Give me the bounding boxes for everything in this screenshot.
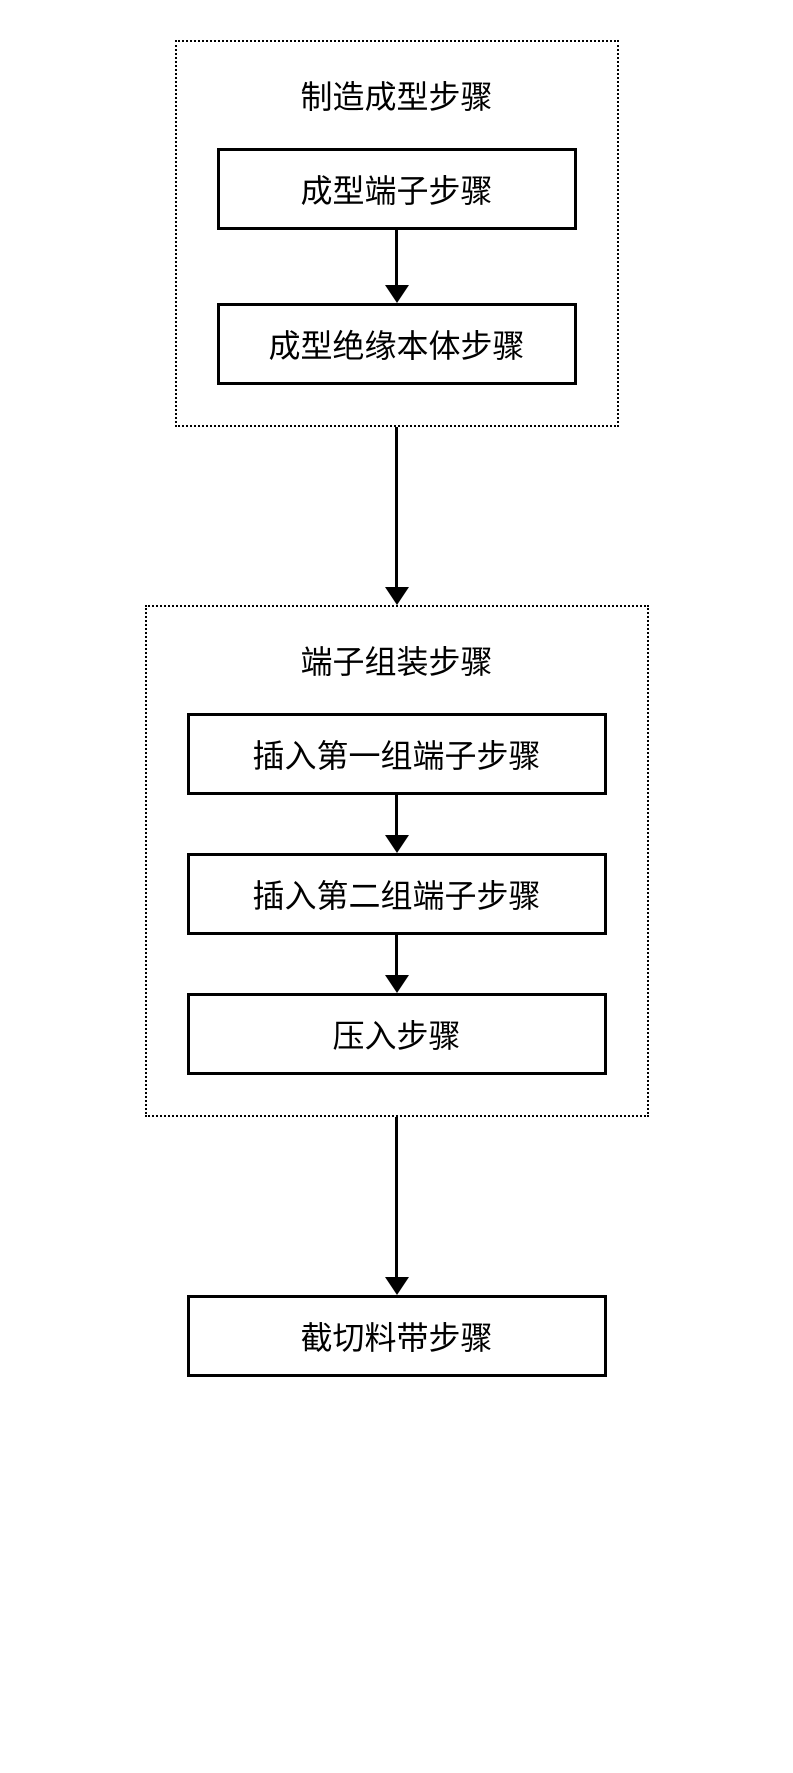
arrow-connector xyxy=(385,1117,409,1295)
arrow-line xyxy=(395,795,398,835)
arrow-down-icon xyxy=(385,587,409,605)
arrow-down-icon xyxy=(385,285,409,303)
arrow-down-icon xyxy=(385,835,409,853)
arrow-connector xyxy=(385,935,409,993)
step-terminal-molding: 成型端子步骤 xyxy=(217,148,577,230)
step-cut-strip: 截切料带步骤 xyxy=(187,1295,607,1377)
step-insert-second-terminals: 插入第二组端子步骤 xyxy=(187,853,607,935)
arrow-line xyxy=(395,935,398,975)
arrow-down-icon xyxy=(385,975,409,993)
step-press-in: 压入步骤 xyxy=(187,993,607,1075)
group-assembly-title: 端子组装步骤 xyxy=(300,637,492,683)
arrow-line xyxy=(395,1117,398,1277)
arrow-down-icon xyxy=(385,1277,409,1295)
group-assembly: 端子组装步骤 插入第一组端子步骤 插入第二组端子步骤 压入步骤 xyxy=(145,605,649,1117)
arrow-line xyxy=(395,230,398,285)
flowchart-container: 制造成型步骤 成型端子步骤 成型绝缘本体步骤 端子组装步骤 插入第一组端子步骤 … xyxy=(145,40,649,1377)
arrow-connector xyxy=(385,427,409,605)
group-manufacturing-title: 制造成型步骤 xyxy=(300,72,492,118)
step-insulation-molding: 成型绝缘本体步骤 xyxy=(217,303,577,385)
arrow-line xyxy=(395,427,398,587)
step-insert-first-terminals: 插入第一组端子步骤 xyxy=(187,713,607,795)
arrow-connector xyxy=(385,795,409,853)
arrow-connector xyxy=(385,230,409,303)
group-manufacturing: 制造成型步骤 成型端子步骤 成型绝缘本体步骤 xyxy=(175,40,619,427)
